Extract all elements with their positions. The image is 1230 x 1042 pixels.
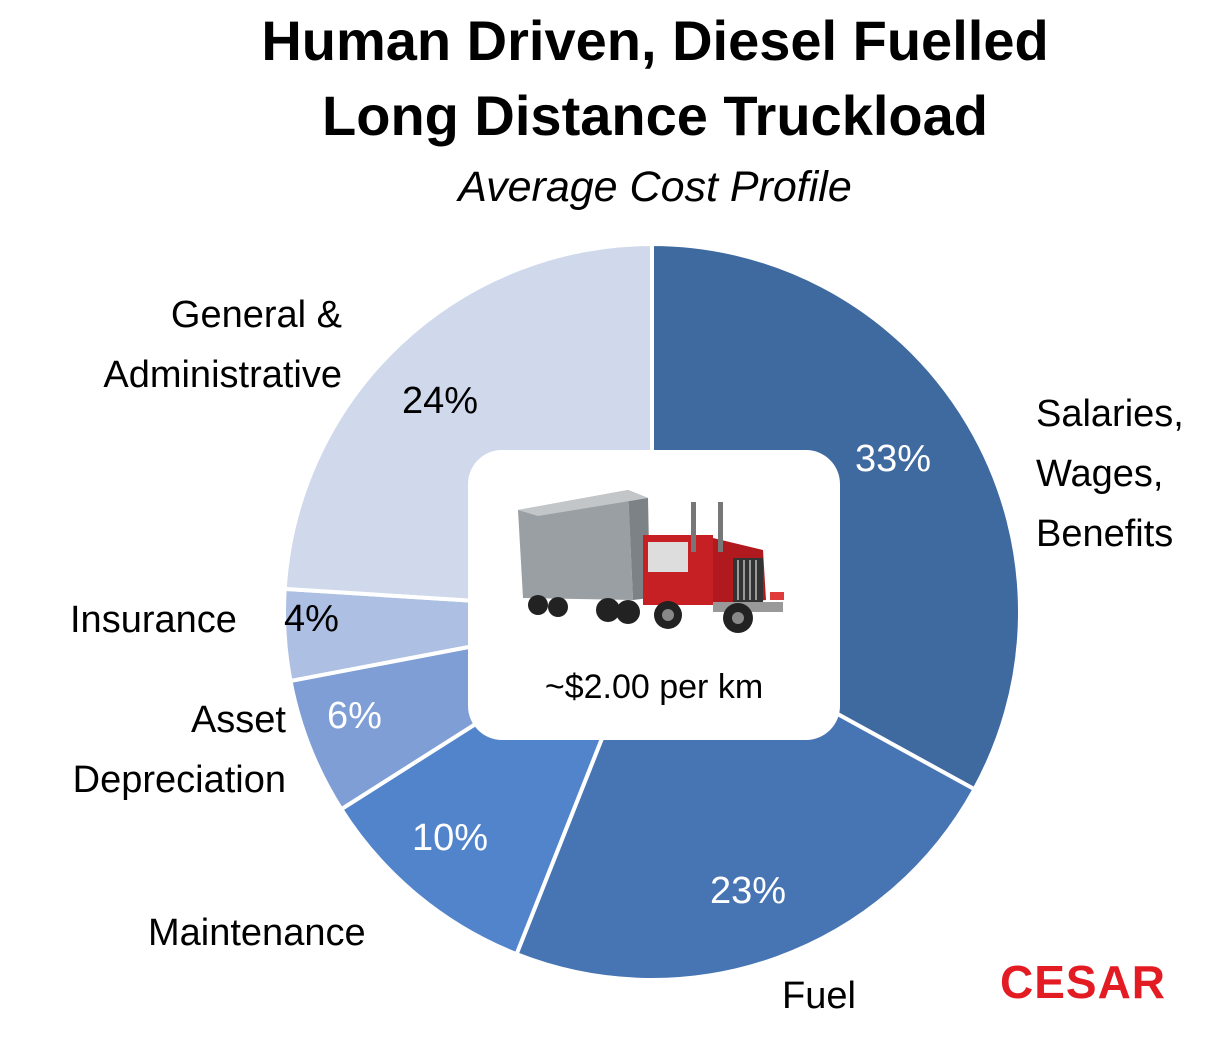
pct-maintenance: 10% — [412, 817, 489, 859]
pct-fuel: 23% — [710, 870, 787, 912]
pct-salaries: 33% — [855, 438, 932, 480]
chart-title-line-1: Human Driven, Diesel Fuelled — [261, 9, 1049, 72]
label-fuel: Fuel — [782, 975, 856, 1017]
pct-general-administrative: 24% — [402, 380, 479, 422]
chart-subtitle: Average Cost Profile — [458, 163, 852, 211]
pct-asset-depreciation: 6% — [327, 695, 382, 737]
cesar-logo: CESAR — [1000, 956, 1167, 1008]
label-salaries-line-3: Benefits — [1036, 513, 1174, 555]
label-salaries-line-2: Wages, — [1036, 453, 1164, 495]
label-salaries: Salaries, Wages, Benefits — [1036, 384, 1184, 564]
label-insurance: Insurance — [70, 599, 237, 641]
label-asset-depreciation: Asset Depreciation — [18, 690, 286, 810]
label-asset-line-2: Depreciation — [72, 759, 286, 801]
center-cost-text: ~$2.00 per km — [544, 668, 764, 706]
center-info-box: ~$2.00 per km — [468, 450, 840, 740]
pct-insurance: 4% — [284, 598, 339, 640]
label-general-administrative: General & Administrative — [40, 285, 342, 405]
label-maintenance: Maintenance — [148, 912, 366, 954]
truck-icon — [518, 490, 784, 633]
label-salaries-line-1: Salaries, — [1036, 393, 1184, 435]
label-general-line-1: General & — [170, 294, 342, 336]
label-general-line-2: Administrative — [103, 354, 342, 396]
label-asset-line-1: Asset — [190, 699, 286, 741]
chart-title-line-2: Long Distance Truckload — [322, 84, 988, 147]
